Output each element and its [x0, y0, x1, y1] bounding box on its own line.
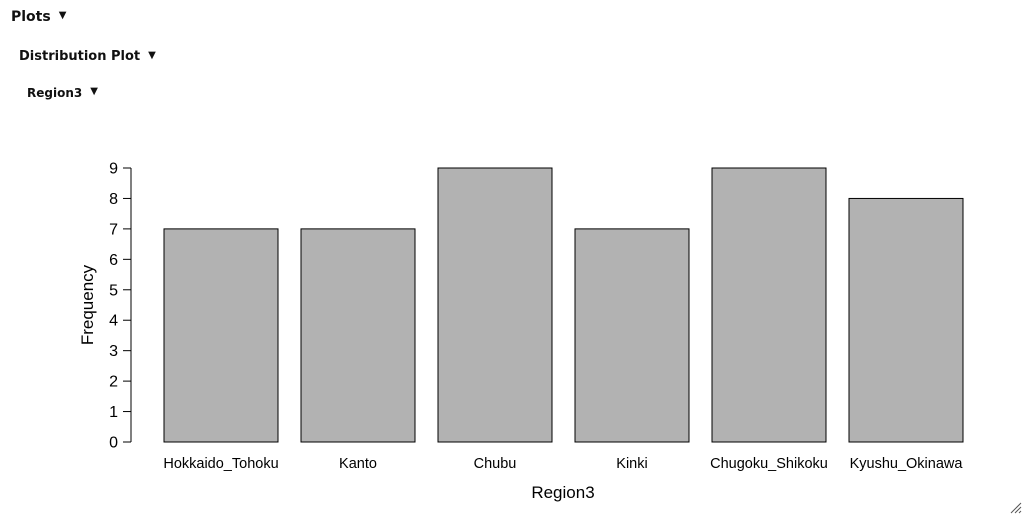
x-tick-label: Kinki	[616, 456, 647, 472]
bar	[711, 167, 827, 443]
y-tick-label: 5	[109, 282, 118, 299]
x-axis-label: Region3	[531, 483, 594, 502]
resize-grip-icon[interactable]	[1010, 502, 1022, 514]
caret-down-icon[interactable]: ▼	[148, 49, 156, 61]
plots-section-title: Plots	[11, 9, 51, 25]
bar	[574, 228, 690, 443]
bar	[300, 228, 416, 443]
y-tick-label: 6	[109, 252, 118, 269]
bar	[163, 228, 279, 443]
y-tick-label: 0	[109, 435, 118, 452]
y-tick-label: 9	[109, 161, 118, 178]
x-tick-label: Hokkaido_Tohoku	[163, 456, 278, 472]
y-tick-label: 8	[109, 191, 118, 208]
bar	[437, 167, 553, 443]
caret-down-icon[interactable]: ▼	[90, 86, 98, 97]
distribution-plot-header[interactable]: Distribution Plot ▼	[19, 49, 156, 64]
y-tick-label: 7	[109, 221, 118, 238]
variable-plot-header[interactable]: Region3 ▼	[27, 86, 98, 100]
y-axis: 0 1 2 3 4 5 6 7 8 9	[109, 161, 132, 452]
y-tick-label: 4	[109, 313, 118, 330]
y-tick-label: 3	[109, 343, 118, 360]
plots-section-header[interactable]: Plots ▼	[11, 9, 66, 25]
x-tick-label: Chugoku_Shikoku	[710, 456, 828, 472]
bars	[163, 167, 964, 443]
x-tick-label: Chubu	[474, 456, 517, 472]
y-tick-label: 2	[109, 374, 118, 391]
x-axis-labels: Hokkaido_Tohoku Kanto Chubu Kinki Chugoku_Sh…	[163, 456, 963, 472]
distribution-plot-title: Distribution Plot	[19, 49, 141, 64]
bar	[848, 197, 964, 443]
y-axis-label: Frequency	[78, 264, 97, 345]
x-tick-label: Kanto	[339, 456, 377, 472]
variable-plot-title: Region3	[27, 86, 83, 100]
caret-down-icon[interactable]: ▼	[58, 10, 67, 21]
y-tick-label: 1	[109, 404, 118, 421]
x-tick-label: Kyushu_Okinawa	[850, 456, 964, 472]
